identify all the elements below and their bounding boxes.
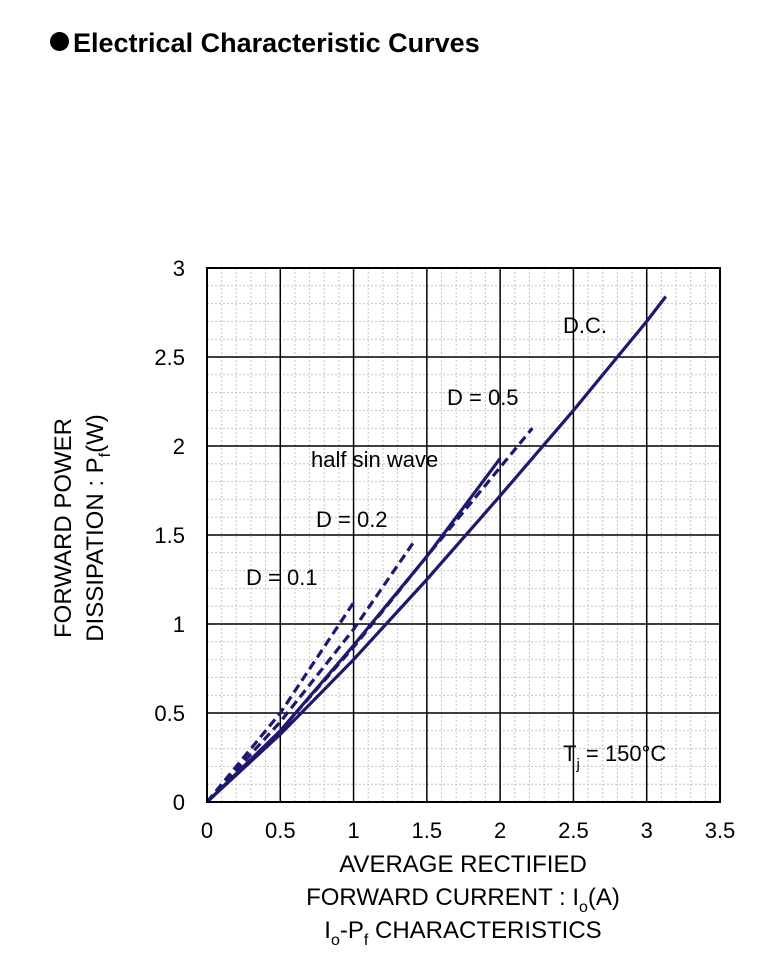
x-tick-label: 0.5 — [265, 818, 296, 843]
series-label-half-sin: half sin wave — [311, 447, 438, 472]
bullet-icon — [50, 32, 69, 51]
series-label-d01: D = 0.1 — [246, 565, 318, 590]
caption-a: I — [324, 917, 331, 944]
y-axis-label-line2-group: DISSIPATION : Pf(W) — [82, 414, 114, 642]
x-axis-label-line1: AVERAGE RECTIFIED — [339, 851, 587, 878]
series-label-d02: D = 0.2 — [316, 507, 388, 532]
caption-b: -P — [340, 917, 364, 944]
series-label-d05: D = 0.5 — [447, 385, 519, 410]
xlabel2-tail: (A) — [588, 884, 620, 911]
x-tick-label: 3.5 — [705, 818, 736, 843]
ylabel2-tail: (W) — [82, 414, 109, 453]
y-tick-label: 0 — [173, 790, 185, 815]
xlabel2-main: FORWARD CURRENT : I — [306, 884, 579, 911]
caption-a-sub: o — [331, 932, 340, 949]
series-line-d-c- — [205, 295, 668, 804]
x-axis-label-line2: FORWARD CURRENT : Io(A) — [306, 884, 620, 916]
y-tick-label: 2.5 — [154, 345, 185, 370]
x-tick-label: 2 — [494, 818, 506, 843]
y-axis-label-line2: DISSIPATION : Pf(W) — [82, 414, 114, 642]
x-tick-label: 1 — [347, 818, 359, 843]
major-grid — [207, 268, 720, 802]
ylabel2-main: DISSIPATION : P — [82, 457, 109, 641]
y-tick-label: 2 — [173, 434, 185, 459]
x-tick-label: 1.5 — [412, 818, 443, 843]
chart-caption: Io-Pf CHARACTERISTICS — [324, 917, 601, 949]
series-line-d-0-5 — [205, 427, 534, 804]
y-tick-label: 1 — [173, 612, 185, 637]
y-tick-label: 1.5 — [154, 523, 185, 548]
x-tick-label: 3 — [641, 818, 653, 843]
caption-b-sub: f — [364, 932, 369, 949]
x-tick-label: 2.5 — [558, 818, 589, 843]
ylabel2-sub: f — [97, 452, 114, 457]
series-label-dc: D.C. — [563, 313, 607, 338]
series-line-d-0-1 — [205, 601, 355, 804]
y-tick-label: 3 — [173, 256, 185, 281]
y-axis-label-line1-group: FORWARD POWER — [50, 418, 77, 638]
temp-tail: = 150°C — [580, 741, 667, 766]
y-tick-label: 0.5 — [154, 701, 185, 726]
series-layer — [205, 295, 668, 804]
temp-sub: j — [575, 756, 579, 773]
tick-labels: 0 0.5 1 1.5 2 2.5 3 3.5 0 0.5 1 1.5 2 2.5 3 — [154, 256, 735, 843]
temperature-annotation: Tj = 150°C — [563, 741, 666, 773]
x-tick-label: 0 — [201, 818, 213, 843]
section-heading-text: Electrical Characteristic Curves — [73, 28, 480, 58]
caption-tail: CHARACTERISTICS — [368, 917, 601, 944]
section-heading: Electrical Characteristic Curves — [50, 28, 480, 59]
y-axis-label-line1: FORWARD POWER — [50, 418, 77, 638]
temp-main: T — [563, 741, 576, 766]
plot-frame — [206, 267, 721, 803]
xlabel2-sub: o — [579, 899, 588, 916]
